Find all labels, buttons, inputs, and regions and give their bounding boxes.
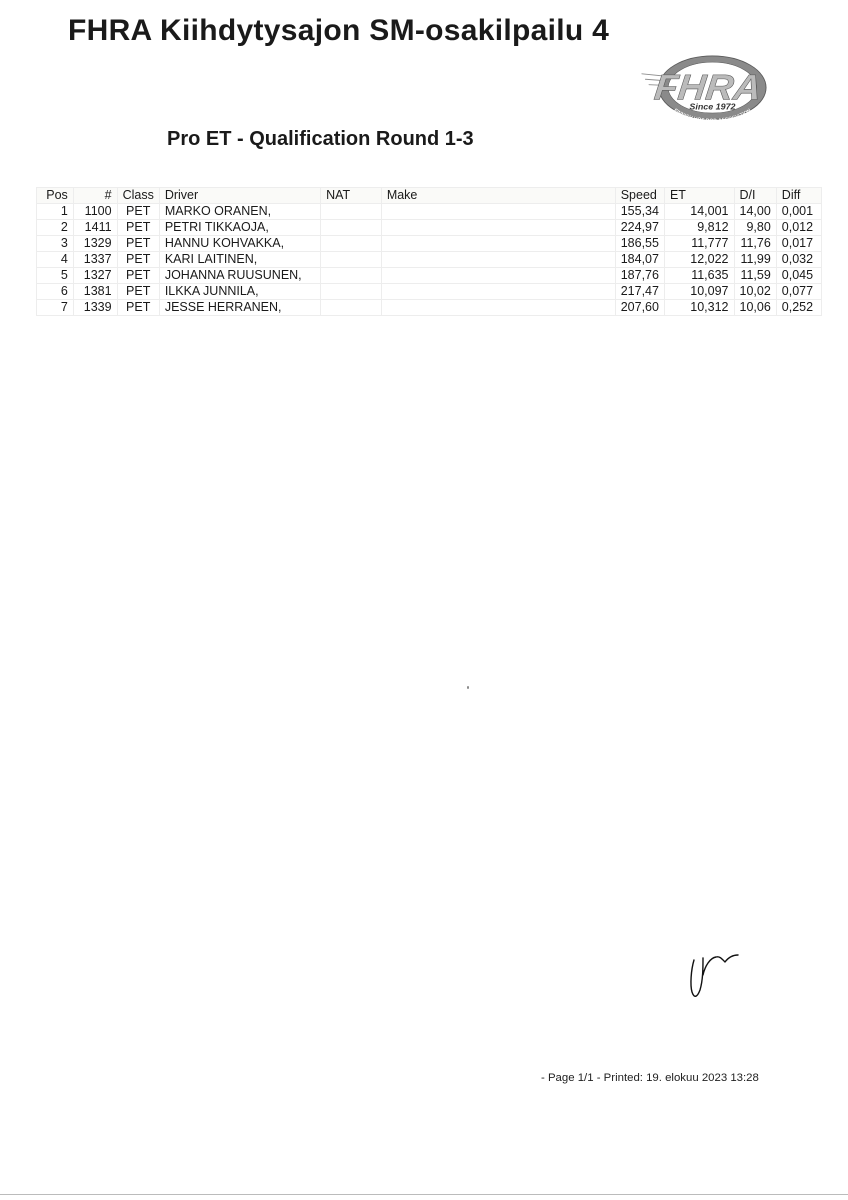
- svg-text:FHRA: FHRA: [652, 67, 763, 107]
- svg-text:Since 1972: Since 1972: [689, 102, 735, 112]
